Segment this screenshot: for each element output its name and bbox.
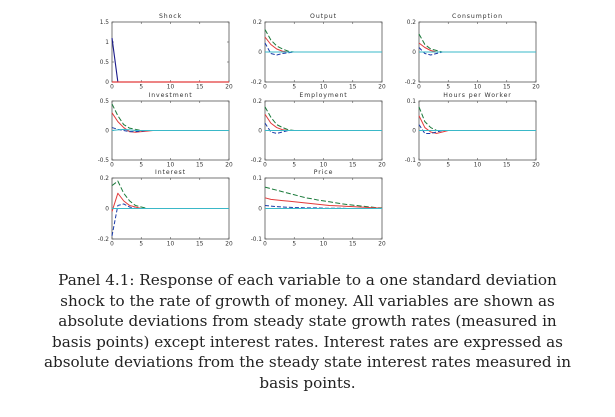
y-tick-label: -0.2 [98,237,110,243]
x-tick-label: 5 [292,163,296,169]
x-tick-label: 10 [320,163,328,169]
x-tick-label: 0 [110,85,114,91]
series-line-series-4 [111,128,229,131]
x-tick-label: 0 [110,163,114,169]
y-tick-label: 0.2 [407,20,417,26]
x-tick-label: 5 [446,163,450,169]
x-tick-label: 15 [196,85,204,91]
x-tick-label: 20 [378,163,386,169]
x-tick-label: 5 [139,242,143,248]
x-tick-label: 5 [139,85,143,91]
x-tick-label: 5 [292,85,296,91]
y-tick-label: 0 [105,129,109,135]
x-tick-label: 15 [349,163,357,169]
y-tick-label: 1.5 [100,20,110,26]
y-tick-label: 0 [105,80,109,86]
y-tick-label: -0.2 [251,158,263,164]
x-tick-label: 0 [417,85,421,91]
subplot-shock: Shock 0 5 10 15 20 0 0.5 1 1.5 [100,13,233,91]
x-tick-label: 15 [503,85,511,91]
x-tick-label: 15 [349,85,357,91]
subplot-title: Investment [148,92,192,99]
x-tick-label: 10 [167,242,175,248]
subplot-title: Shock [159,13,182,20]
x-tick-label: 0 [263,242,267,248]
subplot-title: Price [314,169,334,176]
x-tick-label: 0 [417,163,421,169]
y-tick-label: 0 [412,129,416,135]
x-tick-label: 20 [532,85,540,91]
x-tick-label: 20 [225,242,233,248]
y-tick-label: 0.1 [253,176,263,182]
y-tick-label: -0.1 [405,158,417,164]
subplot-title: Employment [299,92,347,99]
subplot-title: Hours per Worker [443,92,512,99]
x-tick-label: 10 [320,85,328,91]
y-tick-label: 0 [258,129,262,135]
y-tick-label: 0.2 [253,20,263,26]
x-tick-label: 20 [225,163,233,169]
y-tick-label: 0 [412,50,416,56]
y-tick-label: -0.2 [405,80,417,86]
x-tick-label: 10 [167,163,175,169]
x-tick-label: 10 [320,242,328,248]
subplot-title: Consumption [452,13,503,20]
x-tick-label: 10 [474,85,482,91]
y-tick-label: -0.1 [251,237,263,243]
y-tick-label: 0.2 [100,176,110,182]
y-tick-label: 0 [105,207,109,213]
x-tick-label: 20 [378,85,386,91]
x-tick-label: 15 [349,242,357,248]
series-line-series-1 [264,186,383,209]
x-tick-label: 5 [446,85,450,91]
x-tick-label: 0 [263,163,267,169]
subplot-title: Output [310,13,337,20]
x-tick-label: 15 [503,163,511,169]
x-tick-label: 5 [139,163,143,169]
y-tick-label: 0.5 [100,99,110,105]
y-tick-label: 0 [258,207,262,213]
x-tick-label: 0 [110,242,114,248]
x-tick-label: 10 [474,163,482,169]
x-tick-label: 15 [196,163,204,169]
figure-caption: Panel 4.1: Response of each variable to … [43,271,572,392]
x-tick-label: 15 [196,242,204,248]
y-tick-label: 1 [105,40,109,46]
subplot-title: Interest [155,169,186,176]
x-tick-label: 20 [378,242,386,248]
x-tick-label: 0 [263,85,267,91]
series-line-series-2 [264,197,383,209]
y-tick-label: 0.1 [407,99,417,105]
y-tick-label: -0.5 [98,158,110,164]
x-tick-label: 5 [292,242,296,248]
x-tick-label: 20 [225,85,233,91]
y-tick-label: 0.2 [253,99,263,105]
plot-frame [111,21,230,83]
y-tick-label: -0.2 [251,80,263,86]
x-tick-label: 10 [167,85,175,91]
x-tick-label: 20 [532,163,540,169]
y-tick-label: 0 [258,50,262,56]
y-tick-label: 0.5 [100,60,110,66]
